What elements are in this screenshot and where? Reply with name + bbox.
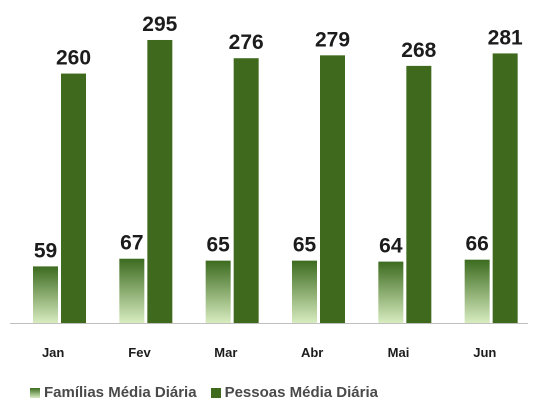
legend: Famílias Média Diária Pessoas Média Diár…: [30, 384, 392, 401]
plot-area: [33, 39, 518, 324]
legend-label-pessoas: Pessoas Média Diária: [224, 384, 378, 401]
data-label-pessoas-mar: 276: [229, 31, 264, 54]
bar-familias-abr: [292, 260, 317, 323]
x-axis-ticks: Jan Fev Mar Abr Mai Jun: [42, 345, 496, 360]
data-label-familias-mai: 64: [379, 235, 403, 258]
legend-item-familias: Famílias Média Diária: [30, 384, 197, 401]
tick-label-jan: Jan: [42, 345, 64, 360]
tick-label-abr: Abr: [301, 345, 323, 360]
legend-item-pessoas: Pessoas Média Diária: [210, 384, 378, 401]
data-label-pessoas-abr: 279: [315, 28, 350, 51]
tick-label-mai: Mai: [388, 345, 410, 360]
bar-pessoas-jun: [492, 53, 518, 324]
data-labels: 59 260 67 295 65 276 65 279 64 268 66 281: [34, 13, 523, 262]
data-label-familias-mar: 65: [206, 234, 230, 257]
data-label-pessoas-fev: 295: [142, 13, 177, 36]
data-label-pessoas-jun: 281: [488, 26, 523, 49]
bar-familias-mar: [205, 260, 231, 323]
bar-pessoas-mai: [406, 65, 432, 323]
bar-pessoas-fev: [147, 39, 173, 323]
legend-label-familias: Famílias Média Diária: [44, 384, 197, 401]
tick-label-fev: Fev: [128, 345, 151, 360]
bar-familias-fev: [119, 258, 145, 323]
bar-familias-mai: [378, 261, 404, 323]
data-label-pessoas-jan: 260: [56, 47, 91, 70]
data-label-familias-jan: 59: [34, 239, 57, 262]
data-label-familias-jun: 66: [465, 233, 488, 256]
bar-pessoas-abr: [320, 55, 345, 323]
bar-familias-jun: [464, 259, 490, 323]
bar-pessoas-mar: [233, 58, 259, 324]
tick-label-jun: Jun: [473, 345, 496, 360]
data-label-pessoas-mai: 268: [401, 39, 436, 62]
legend-swatch-familias: [30, 387, 40, 398]
bar-familias-jan: [33, 266, 58, 323]
legend-swatch-pessoas: [210, 387, 221, 398]
tick-label-mar: Mar: [214, 345, 237, 360]
bar-pessoas-jan: [61, 73, 86, 323]
data-label-familias-abr: 65: [293, 234, 317, 257]
data-label-familias-fev: 67: [120, 232, 143, 255]
